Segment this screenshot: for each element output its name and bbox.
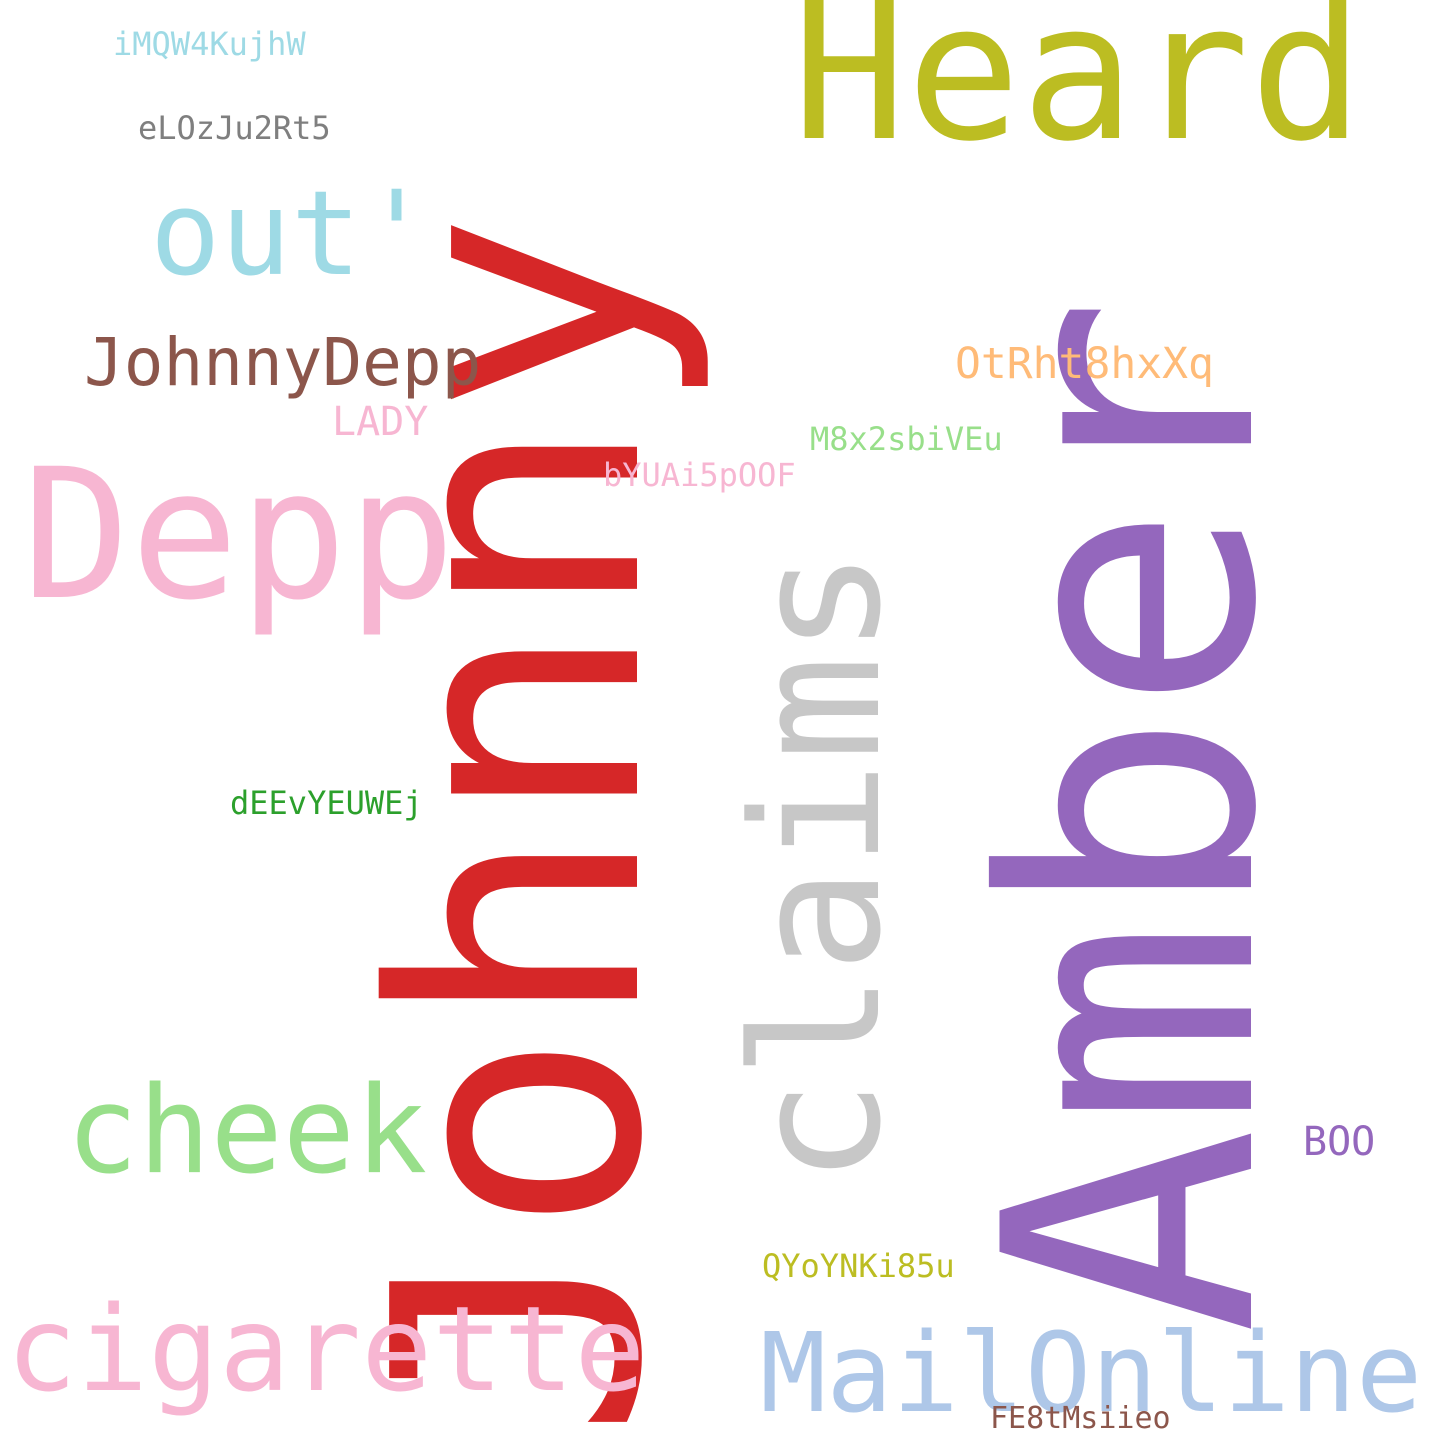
word-lady: LADY	[332, 399, 429, 445]
word-out: out'	[150, 165, 432, 302]
word-cheek: cheek	[66, 1062, 428, 1201]
word-fe8tmsiieo: FE8tMsiieo	[990, 1401, 1171, 1436]
word-m8x2sbiveu: M8x2sbiVEu	[810, 420, 1003, 458]
word-imqw4kujhw: iMQW4KujhW	[113, 25, 306, 63]
word-depp: Depp	[22, 431, 456, 640]
word-johnnydepp: JohnnyDepp	[84, 324, 482, 401]
word-qyoynki85u: QYoYNKi85u	[762, 1247, 955, 1285]
word-elozju2rt5: eLOzJu2Rt5	[138, 109, 331, 147]
word-otrht8hxxq: OtRht8hxXq	[955, 339, 1214, 389]
word-byuai5poof: bYUAi5pOOF	[603, 456, 796, 494]
word-claims: claims	[715, 549, 920, 1185]
word-amber: Amber	[932, 296, 1333, 1335]
word-boo: BOO	[1303, 1119, 1376, 1165]
word-cigarette: cigarette	[6, 1280, 646, 1418]
word-deevyeuwej: dEEvYEUWEj	[230, 784, 423, 822]
word-mailonline: MailOnline	[760, 1309, 1423, 1437]
word-heard: Heard	[792, 0, 1364, 183]
